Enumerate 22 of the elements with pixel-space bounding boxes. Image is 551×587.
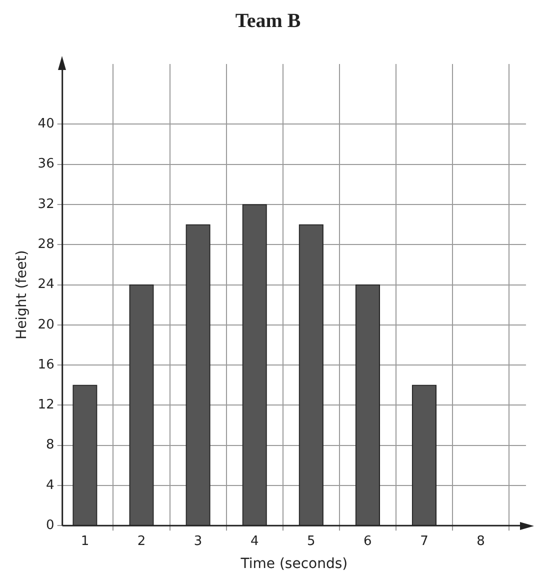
x-tick-label: 3 (194, 534, 202, 549)
y-tick-label: 40 (38, 116, 54, 132)
x-tick-label: 7 (420, 534, 428, 549)
y-tick-label: 24 (38, 277, 54, 292)
x-axis-title: Time (seconds) (240, 556, 348, 572)
x-tick-label: 4 (250, 534, 259, 549)
x-tick-label: 2 (137, 534, 146, 549)
y-tick-label: 8 (46, 438, 54, 453)
x-tick-label: 5 (306, 534, 316, 549)
y-axis-title: Height (feet) (14, 250, 30, 340)
chart-title: Team B (235, 10, 301, 32)
y-tick-label: 12 (38, 398, 54, 413)
x-tick-label: 1 (80, 534, 90, 549)
x-tick-label: 8 (476, 534, 485, 549)
y-tick-label: 20 (38, 317, 54, 332)
y-tick-label: 28 (38, 237, 54, 252)
x-tick-label: 6 (364, 534, 372, 549)
y-tick-label: 32 (38, 196, 54, 212)
y-tick-label: 36 (38, 156, 54, 172)
y-tick-label: 16 (38, 357, 54, 372)
y-tick-label: 0 (46, 518, 54, 533)
y-tick-label: 4 (46, 478, 54, 493)
